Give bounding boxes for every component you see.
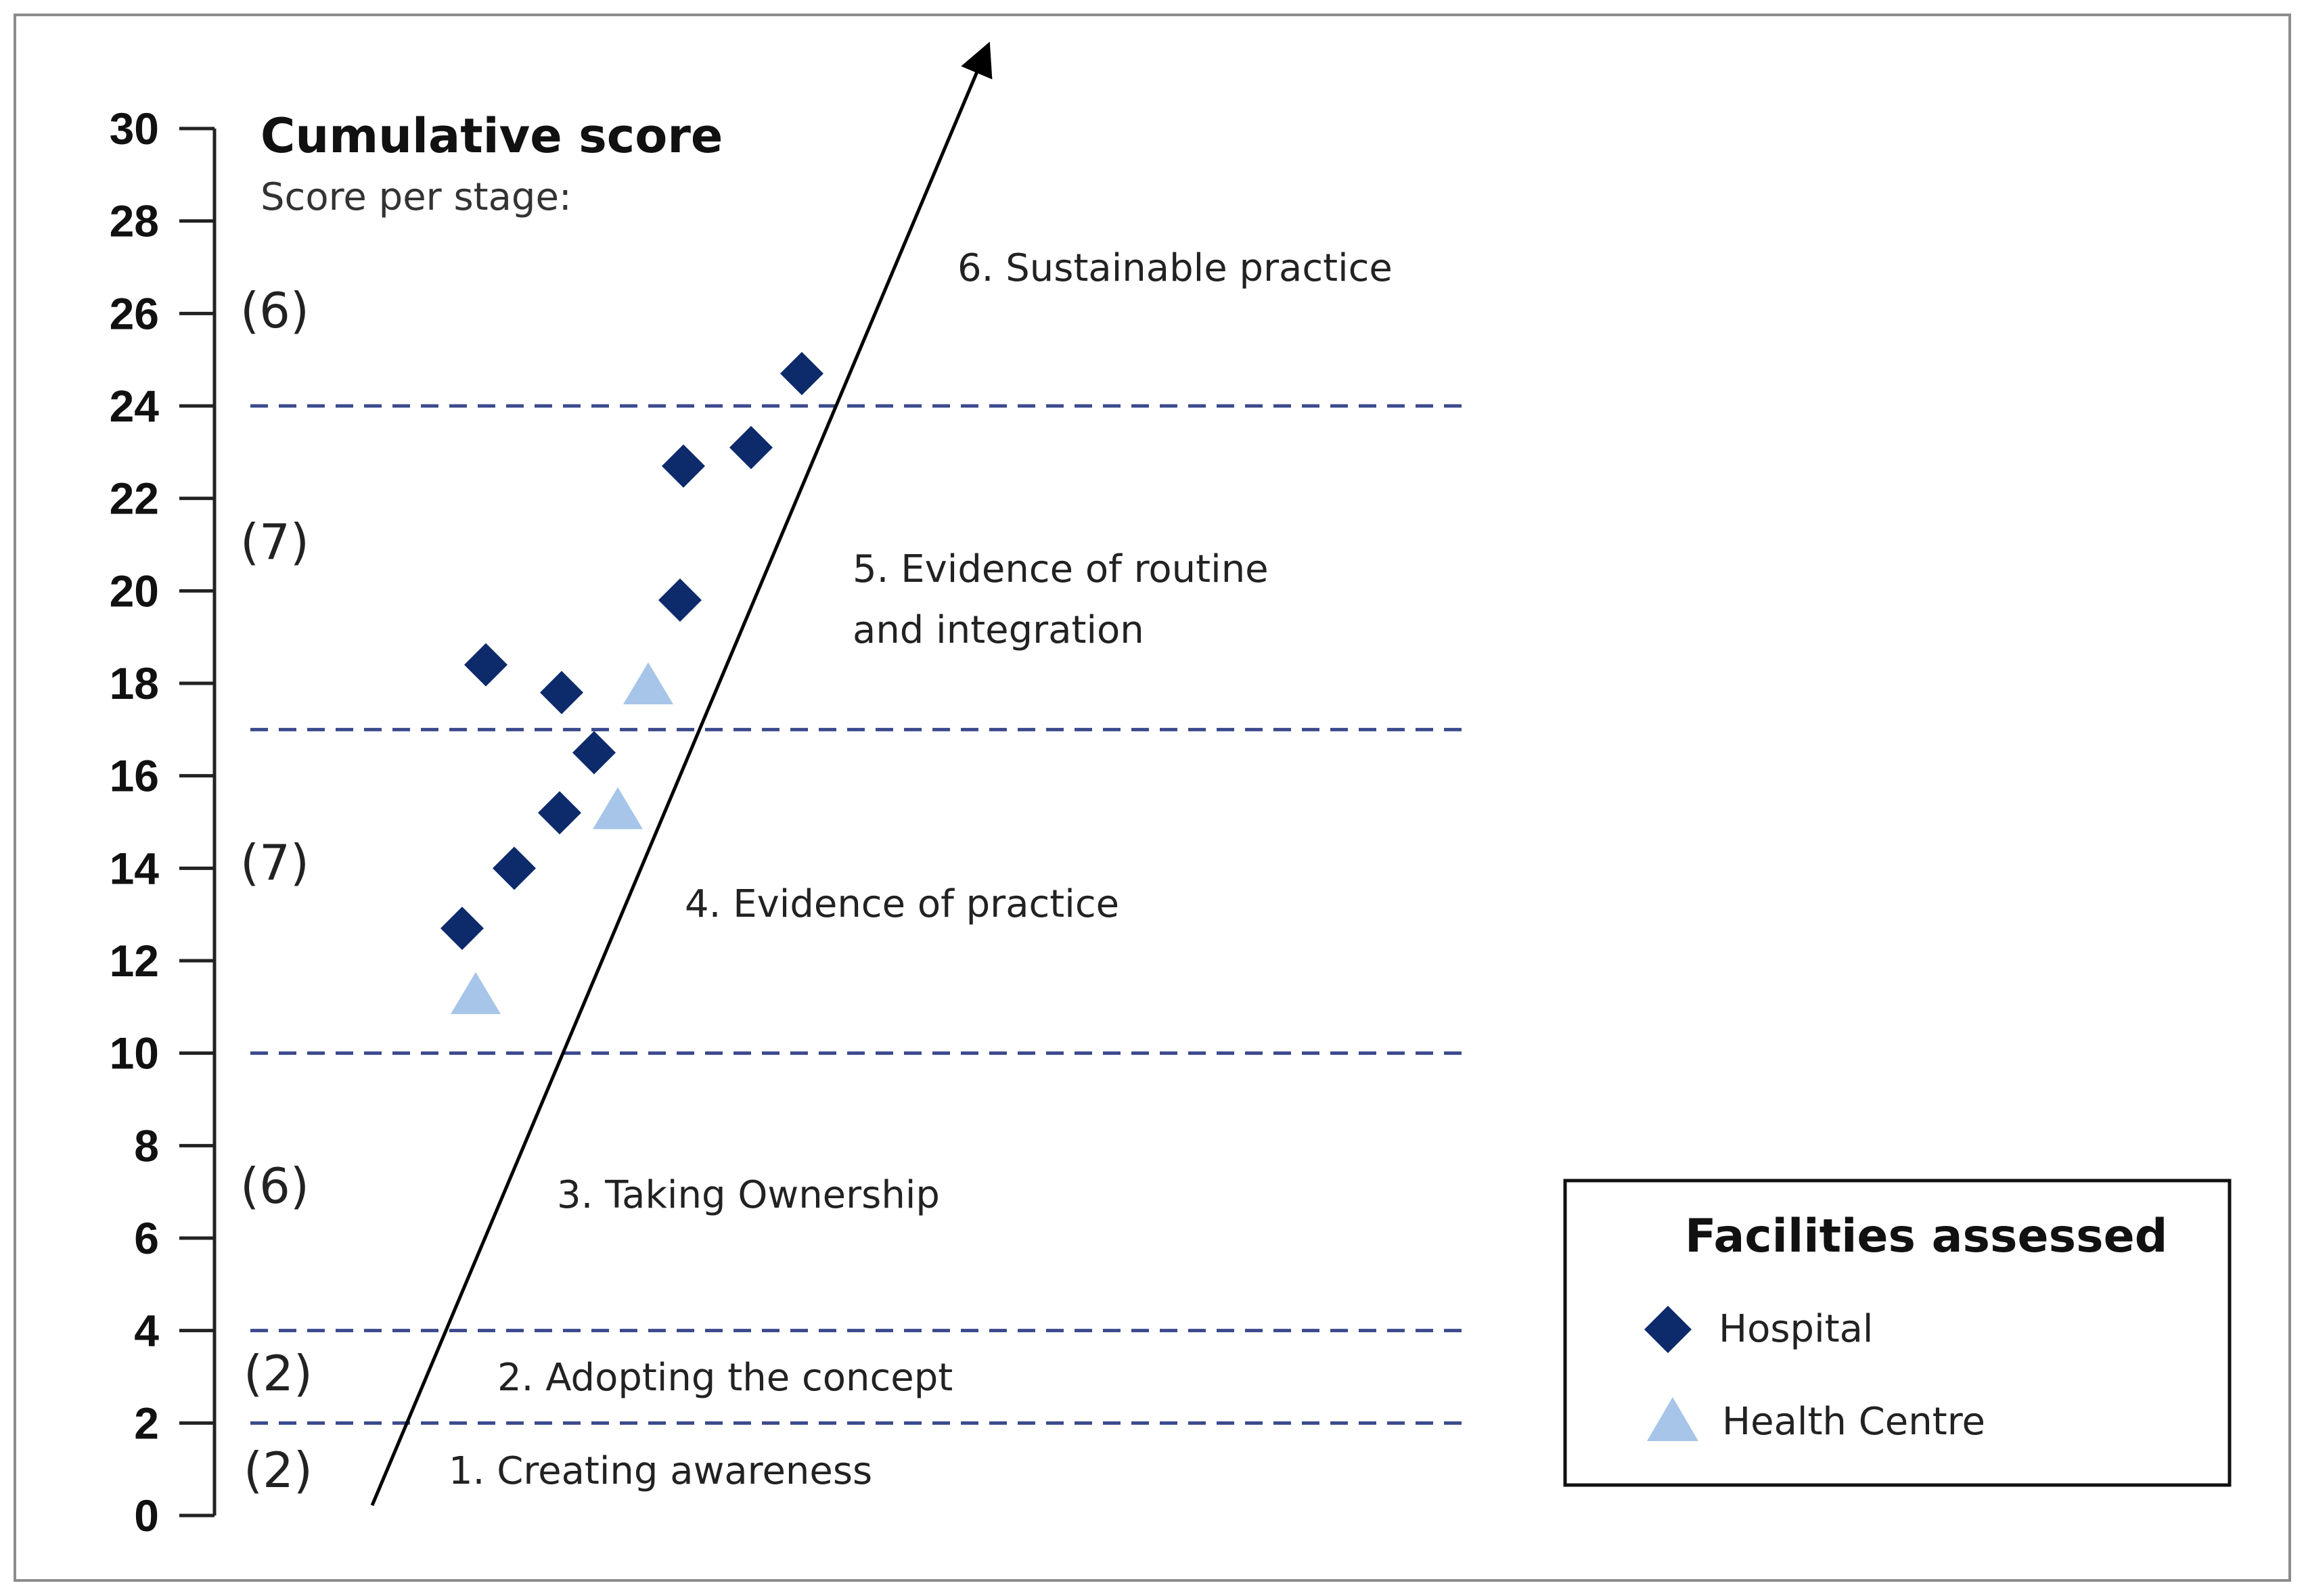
stage-label-1: 1. Creating awareness <box>449 1449 872 1493</box>
chart-title: Cumulative score <box>261 108 723 164</box>
hospital-point <box>572 731 616 775</box>
stage-score-5: (7) <box>240 514 309 570</box>
stage-score-2: (2) <box>244 1345 313 1402</box>
hospital-point <box>493 846 536 890</box>
legend-title: Facilities assessed <box>1685 1210 2167 1263</box>
health-centre-point <box>451 972 501 1014</box>
stage-label-2: 2. Adopting the concept <box>497 1356 953 1400</box>
legend-health-centre-triangle-icon <box>1647 1397 1698 1441</box>
stage-threshold-lines <box>250 404 1472 1425</box>
stage-label-6: 6. Sustainable practice <box>957 246 1393 290</box>
hospital-point <box>729 426 773 470</box>
health-centre-point <box>623 662 673 704</box>
data-points <box>440 352 823 1014</box>
legend: Facilities assessed Hospital Health Cent… <box>1563 1179 2232 1487</box>
y-tick-label-6: 6 <box>134 1213 159 1263</box>
hospital-point <box>440 907 484 951</box>
y-tick-label-14: 14 <box>110 843 160 893</box>
stage-score-6: (6) <box>240 282 309 339</box>
stage-label-5-line-1: 5. Evidence of routine <box>853 547 1269 591</box>
hospital-point <box>464 643 507 687</box>
hospital-point <box>538 791 581 835</box>
y-tick-label-30: 30 <box>110 104 159 154</box>
y-tick-label-18: 18 <box>110 658 159 708</box>
stage-score-4: (7) <box>240 834 309 891</box>
hospital-point <box>540 670 583 714</box>
y-tick-label-8: 8 <box>134 1120 159 1170</box>
chart-subtitle: Score per stage: <box>261 175 572 219</box>
stage-label-3: 3. Taking Ownership <box>557 1173 940 1217</box>
y-tick-label-22: 22 <box>110 474 159 524</box>
y-tick-label-4: 4 <box>134 1306 159 1356</box>
stage-label-5-line-2: and integration <box>853 608 1144 652</box>
y-tick-label-10: 10 <box>110 1028 159 1078</box>
progression-arrow <box>370 41 993 1506</box>
legend-hospital-diamond-icon <box>1644 1306 1692 1353</box>
legend-label-health-centre: Health Centre <box>1722 1400 1985 1444</box>
y-tick-label-26: 26 <box>110 288 159 338</box>
stage-score-3: (6) <box>240 1158 309 1214</box>
hospital-point <box>662 444 705 488</box>
y-tick-label-20: 20 <box>110 566 159 616</box>
hospital-point <box>658 578 702 622</box>
y-tick-label-0: 0 <box>134 1490 159 1541</box>
y-tick-label-16: 16 <box>110 751 159 801</box>
y-tick-label-28: 28 <box>110 196 159 246</box>
legend-label-hospital: Hospital <box>1719 1307 1873 1351</box>
y-tick-label-12: 12 <box>110 936 159 986</box>
y-axis-ticks <box>179 127 214 1518</box>
y-tick-label-2: 2 <box>134 1398 159 1448</box>
stage-label-4: 4. Evidence of practice <box>685 882 1119 926</box>
health-centre-point <box>593 787 643 829</box>
stage-score-1: (2) <box>244 1442 313 1499</box>
y-tick-label-24: 24 <box>110 381 160 431</box>
hospital-point <box>780 352 823 396</box>
